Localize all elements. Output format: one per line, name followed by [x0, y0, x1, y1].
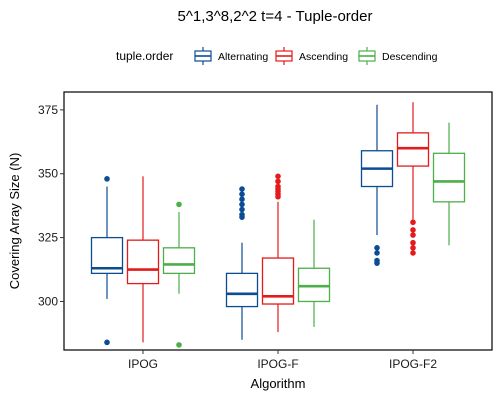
legend-label: Alternating: [218, 51, 268, 63]
box-iqr: [432, 152, 466, 203]
box-iqr: [162, 247, 196, 275]
outlier-point: [275, 178, 281, 185]
outlier-point: [374, 260, 380, 266]
outlier-point: [239, 214, 245, 220]
box-ascending-ipog-f2: [396, 102, 430, 256]
outlier-point: [275, 173, 281, 180]
legend-label: Descending: [382, 51, 438, 63]
legend-item-ascending: Ascending: [275, 47, 348, 65]
outlier-point: [410, 219, 416, 226]
x-tick-label: IPOG-F: [257, 357, 298, 371]
legend-item-alternating: Alternating: [194, 47, 268, 65]
y-tick-label: 375: [38, 103, 58, 117]
outlier-point: [104, 339, 110, 346]
outlier-point: [374, 250, 380, 256]
box-ascending-ipog: [126, 176, 160, 343]
box-ascending-ipog-f: [261, 173, 295, 333]
box-descending-ipog-f2: [432, 122, 466, 246]
x-tick-label: IPOG: [128, 357, 158, 371]
legend-items: Alternating Ascending Descending: [194, 47, 438, 65]
box-alternating-ipog-f2: [360, 104, 394, 266]
outlier-point: [275, 193, 281, 200]
box-descending-ipog: [162, 201, 196, 348]
outlier-point: [239, 206, 245, 213]
outlier-point: [239, 196, 245, 203]
outlier-point: [239, 201, 245, 208]
y-axis: 300 325 350 375: [38, 103, 64, 308]
outlier-point: [410, 232, 416, 238]
box-alternating-ipog: [90, 176, 124, 346]
legend-item-descending: Descending: [358, 47, 438, 65]
box-alternating-ipog-f: [225, 186, 259, 340]
legend-title: tuple.order: [116, 49, 173, 63]
outlier-point: [239, 191, 245, 197]
outlier-point: [410, 227, 416, 233]
outlier-point: [410, 250, 416, 256]
legend: tuple.order Alternating Ascending Descendi…: [116, 47, 438, 65]
box-iqr: [225, 272, 259, 308]
x-axis-title: Algorithm: [251, 376, 306, 391]
legend-label: Ascending: [299, 51, 348, 63]
outlier-point: [410, 245, 416, 251]
y-tick-label: 350: [38, 167, 58, 181]
y-tick-label: 300: [38, 294, 58, 308]
chart-title: 5^1,3^8,2^2 t=4 - Tuple-order: [178, 8, 373, 25]
boxes: [90, 102, 466, 348]
box-iqr: [126, 239, 160, 285]
outlier-point: [104, 176, 110, 182]
outlier-point: [410, 239, 416, 246]
x-axis: IPOG IPOG-F IPOG-F2: [128, 350, 437, 371]
x-tick-label: IPOG-F2: [389, 357, 437, 371]
outlier-point: [239, 186, 245, 192]
outlier-point: [176, 201, 182, 208]
outlier-point: [176, 342, 182, 348]
y-axis-title: Covering Array Size (N): [7, 153, 22, 290]
box-descending-ipog-f: [297, 219, 331, 328]
y-tick-label: 325: [38, 231, 58, 245]
outlier-point: [374, 245, 380, 251]
